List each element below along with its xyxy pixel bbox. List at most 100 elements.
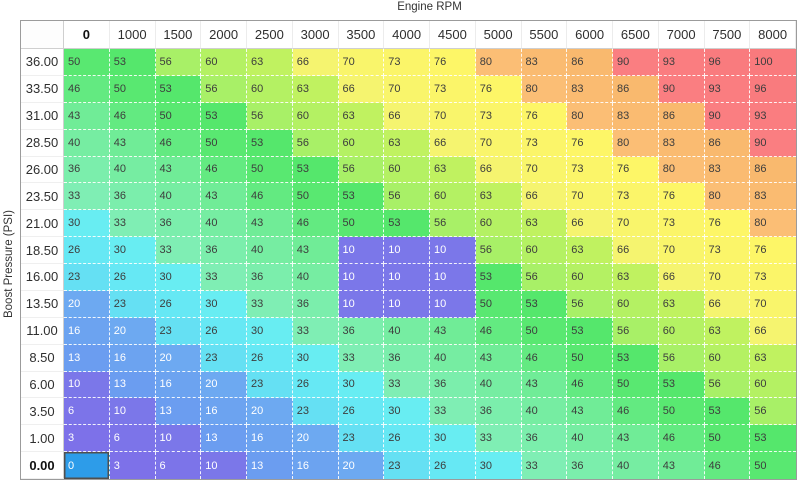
cell-r1-c10[interactable]: 80 (521, 75, 568, 103)
row-header-31.00[interactable]: 31.00 (21, 102, 64, 130)
cell-r14-c0[interactable]: 3 (64, 425, 110, 453)
cell-r10-c1[interactable]: 20 (109, 317, 156, 345)
cell-r13-c13[interactable]: 50 (658, 398, 705, 426)
cell-r11-c3[interactable]: 23 (201, 344, 247, 372)
cell-r2-c0[interactable]: 43 (64, 102, 110, 130)
cell-r4-c9[interactable]: 66 (475, 156, 522, 184)
cell-r2-c7[interactable]: 66 (384, 102, 430, 130)
cell-r3-c12[interactable]: 80 (613, 129, 659, 157)
cell-r3-c14[interactable]: 86 (704, 129, 751, 157)
cell-r5-c14[interactable]: 80 (704, 183, 751, 211)
cell-r8-c15[interactable]: 73 (750, 264, 796, 291)
cell-r4-c6[interactable]: 56 (338, 156, 385, 184)
col-header-1000[interactable]: 1000 (109, 21, 156, 49)
cell-r12-c4[interactable]: 23 (247, 371, 293, 399)
cell-r15-c5[interactable]: 16 (292, 452, 339, 479)
cell-r12-c3[interactable]: 20 (201, 371, 247, 399)
cell-r4-c13[interactable]: 80 (658, 156, 705, 184)
cell-r0-c6[interactable]: 70 (338, 49, 385, 76)
cell-r12-c7[interactable]: 33 (384, 371, 430, 399)
cell-r15-c15[interactable]: 50 (750, 452, 796, 479)
col-header-2500[interactable]: 2500 (247, 21, 293, 49)
cell-r12-c9[interactable]: 40 (475, 371, 522, 399)
cell-r6-c7[interactable]: 53 (384, 210, 430, 238)
cell-r7-c11[interactable]: 63 (567, 237, 613, 264)
cell-r10-c9[interactable]: 46 (475, 317, 522, 345)
cell-r10-c13[interactable]: 60 (658, 317, 705, 345)
cell-r12-c10[interactable]: 43 (521, 371, 568, 399)
cell-r6-c9[interactable]: 60 (475, 210, 522, 238)
col-header-6000[interactable]: 6000 (567, 21, 613, 49)
cell-r2-c11[interactable]: 80 (567, 102, 613, 130)
cell-r8-c6[interactable]: 10 (338, 264, 385, 291)
cell-r4-c4[interactable]: 50 (247, 156, 293, 184)
cell-r14-c14[interactable]: 50 (704, 425, 751, 453)
cell-r2-c8[interactable]: 70 (430, 102, 476, 130)
cell-r10-c14[interactable]: 63 (704, 317, 751, 345)
cell-r5-c1[interactable]: 36 (109, 183, 156, 211)
cell-r3-c0[interactable]: 40 (64, 129, 110, 157)
cell-r7-c2[interactable]: 33 (155, 237, 202, 264)
cell-r6-c3[interactable]: 40 (201, 210, 247, 238)
cell-r5-c4[interactable]: 46 (247, 183, 293, 211)
cell-r6-c6[interactable]: 50 (338, 210, 385, 238)
cell-r12-c1[interactable]: 13 (109, 371, 156, 399)
cell-r3-c3[interactable]: 50 (201, 129, 247, 157)
cell-r6-c11[interactable]: 66 (567, 210, 613, 238)
cell-r14-c9[interactable]: 33 (475, 425, 522, 453)
cell-r2-c14[interactable]: 90 (704, 102, 751, 130)
col-header-7000[interactable]: 7000 (658, 21, 705, 49)
cell-r10-c11[interactable]: 53 (567, 317, 613, 345)
col-header-0[interactable]: 0 (64, 21, 110, 49)
cell-r8-c7[interactable]: 10 (384, 264, 430, 291)
cell-r2-c5[interactable]: 60 (292, 102, 339, 130)
cell-r0-c11[interactable]: 86 (567, 49, 613, 76)
cell-r9-c5[interactable]: 36 (292, 290, 339, 318)
cell-r7-c3[interactable]: 36 (201, 237, 247, 264)
cell-r4-c12[interactable]: 76 (613, 156, 659, 184)
cell-r14-c4[interactable]: 16 (247, 425, 293, 453)
cell-r0-c5[interactable]: 66 (292, 49, 339, 76)
cell-r1-c3[interactable]: 56 (201, 75, 247, 103)
col-header-1500[interactable]: 1500 (155, 21, 202, 49)
cell-r12-c11[interactable]: 46 (567, 371, 613, 399)
cell-r15-c2[interactable]: 6 (155, 452, 202, 479)
cell-r9-c13[interactable]: 63 (658, 290, 705, 318)
cell-r12-c12[interactable]: 50 (613, 371, 659, 399)
cell-r2-c10[interactable]: 76 (521, 102, 568, 130)
cell-r4-c1[interactable]: 40 (109, 156, 156, 184)
cell-r4-c15[interactable]: 86 (750, 156, 796, 184)
cell-r9-c12[interactable]: 60 (613, 290, 659, 318)
cell-r12-c0[interactable]: 10 (64, 371, 110, 399)
cell-r11-c13[interactable]: 56 (658, 344, 705, 372)
cell-r5-c13[interactable]: 76 (658, 183, 705, 211)
cell-r1-c7[interactable]: 70 (384, 75, 430, 103)
cell-r14-c7[interactable]: 26 (384, 425, 430, 453)
cell-r1-c6[interactable]: 66 (338, 75, 385, 103)
cell-r9-c6[interactable]: 10 (338, 290, 385, 318)
col-header-2000[interactable]: 2000 (201, 21, 247, 49)
cell-r14-c1[interactable]: 6 (109, 425, 156, 453)
cell-r3-c15[interactable]: 90 (750, 129, 796, 157)
cell-r10-c7[interactable]: 40 (384, 317, 430, 345)
cell-r7-c9[interactable]: 56 (475, 237, 522, 264)
cell-r1-c14[interactable]: 93 (704, 75, 751, 103)
cell-r14-c8[interactable]: 30 (430, 425, 476, 453)
cell-r13-c6[interactable]: 26 (338, 398, 385, 426)
cell-r13-c9[interactable]: 36 (475, 398, 522, 426)
cell-r1-c9[interactable]: 76 (475, 75, 522, 103)
cell-r8-c10[interactable]: 56 (521, 264, 568, 291)
cell-r3-c6[interactable]: 60 (338, 129, 385, 157)
cell-r7-c10[interactable]: 60 (521, 237, 568, 264)
cell-r4-c2[interactable]: 43 (155, 156, 202, 184)
cell-r9-c9[interactable]: 50 (475, 290, 522, 318)
cell-r7-c12[interactable]: 66 (613, 237, 659, 264)
cell-r13-c0[interactable]: 6 (64, 398, 110, 426)
cell-r11-c5[interactable]: 30 (292, 344, 339, 372)
col-header-3500[interactable]: 3500 (338, 21, 385, 49)
row-header-11.00[interactable]: 11.00 (21, 317, 64, 345)
cell-r15-c10[interactable]: 33 (521, 452, 568, 479)
cell-r1-c2[interactable]: 53 (155, 75, 202, 103)
cell-r14-c10[interactable]: 36 (521, 425, 568, 453)
cell-r11-c15[interactable]: 63 (750, 344, 796, 372)
